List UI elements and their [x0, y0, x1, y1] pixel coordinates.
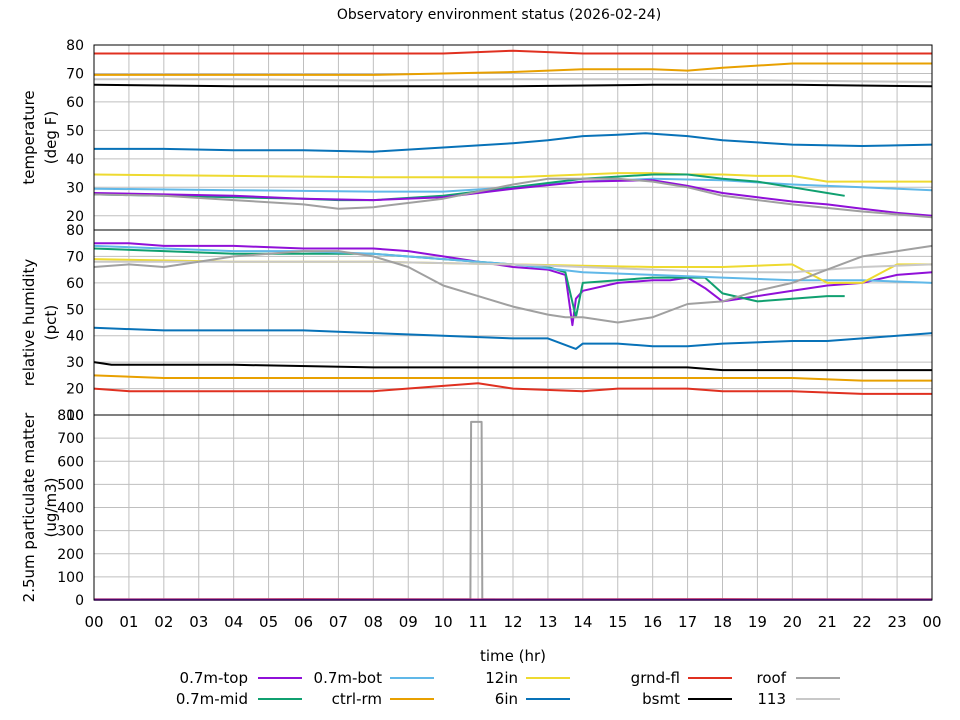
panel-3: 0 100 200 300 400 500 600 700 800 2.5um particula…	[20, 408, 933, 609]
y-tick-label: 800	[57, 408, 84, 424]
legend-label: bsmt	[642, 690, 680, 708]
chart-legend: 0.7m-top 0.7m-bot 12in grnd-fl roof 0.7m-mid c…	[176, 669, 840, 708]
y-tick-label: 30	[66, 355, 84, 371]
legend-label: 0.7m-mid	[176, 690, 248, 708]
x-tick-label: 00	[84, 613, 103, 631]
y-tick-label: 700	[57, 431, 84, 447]
x-tick-label: 18	[713, 613, 732, 631]
x-tick-label: 03	[189, 613, 208, 631]
y-axis-label: (deg F)	[42, 111, 60, 164]
x-tick-label: 06	[294, 613, 313, 631]
x-tick-label: 13	[538, 613, 557, 631]
x-tick-label: 23	[888, 613, 907, 631]
legend-label: ctrl-rm	[332, 690, 382, 708]
series-line-bsmt	[93, 83, 933, 88]
series-line-0-7m-top	[93, 179, 933, 217]
series-line-113	[94, 260, 933, 274]
y-tick-label: 300	[57, 524, 84, 540]
series-line-0-7m-mid	[93, 247, 845, 319]
x-tick-label: 00	[922, 613, 941, 631]
legend-label: 0.7m-top	[180, 669, 248, 687]
plot-frame	[93, 414, 933, 601]
series-line-ctrl-rm	[93, 374, 932, 382]
y-tick-label: 20	[66, 382, 84, 398]
x-tick-label: 16	[643, 613, 662, 631]
series-line-bsmt	[93, 361, 932, 372]
x-tick-label: 04	[224, 613, 243, 631]
panel-2: 10 20 30 40 50 60 70 80 relative humidity (pct)	[20, 223, 933, 424]
y-tick-label: 500	[57, 477, 84, 493]
x-tick-label: 08	[364, 613, 383, 631]
legend-label: 0.7m-bot	[314, 669, 383, 687]
x-tick-label: 02	[154, 613, 173, 631]
series-line-grnd-fl	[93, 382, 932, 395]
series-line-12in	[93, 172, 932, 183]
y-tick-label: 100	[57, 570, 84, 586]
x-tick-label: 15	[608, 613, 627, 631]
x-tick-label: 19	[748, 613, 767, 631]
x-tick-label: 05	[259, 613, 278, 631]
panel-1: 20 30 40 50 60 70 80 temperature (deg F)	[20, 38, 933, 231]
y-tick-label: 30	[66, 180, 84, 196]
chart-panels: 20 30 40 50 60 70 80 temperature (deg F) 10 20 30 40…	[20, 38, 942, 631]
y-tick-label: 60	[66, 95, 84, 111]
chart-title: Observatory environment status (2026-02-…	[337, 7, 661, 23]
y-tick-label: 40	[66, 152, 84, 168]
x-tick-label: 22	[853, 613, 872, 631]
legend-label: 113	[757, 690, 786, 708]
y-tick-label: 50	[66, 123, 84, 139]
x-tick-label: 17	[678, 613, 697, 631]
series-line-roof	[93, 244, 933, 324]
y-axis-label: (pct)	[42, 305, 60, 340]
series-line-6in	[93, 326, 933, 350]
x-tick-label: 21	[818, 613, 837, 631]
x-tick-label: 09	[399, 613, 418, 631]
legend-label: 6in	[495, 690, 518, 708]
y-tick-label: 80	[66, 38, 84, 54]
y-axis-label: (ug/m3)	[42, 478, 60, 538]
series-line-grnd-fl	[94, 49, 932, 55]
y-tick-label: 600	[57, 454, 84, 470]
y-tick-label: 80	[66, 223, 84, 239]
x-tick-label: 07	[329, 613, 348, 631]
y-tick-label: 10	[66, 408, 84, 424]
y-tick-label: 400	[57, 501, 84, 517]
x-tick-label: 11	[469, 613, 488, 631]
x-axis-label: time (hr)	[480, 647, 546, 665]
y-tick-label: 0	[75, 593, 84, 609]
legend-label: grnd-fl	[631, 669, 680, 687]
series-line-roof	[93, 177, 933, 219]
y-tick-label: 40	[66, 329, 84, 345]
y-tick-label: 20	[66, 209, 84, 225]
legend-label: roof	[757, 669, 787, 687]
y-tick-label: 70	[66, 249, 84, 265]
series-line-0-7m-top	[94, 242, 933, 327]
y-tick-label: 200	[57, 547, 84, 563]
y-tick-label: 60	[66, 276, 84, 292]
x-tick-label: 20	[783, 613, 802, 631]
y-tick-label: 70	[66, 66, 84, 82]
y-tick-label: 50	[66, 302, 84, 318]
y-axis-label: temperature	[20, 90, 38, 184]
x-tick-label: 14	[573, 613, 592, 631]
x-tick-label: 01	[119, 613, 138, 631]
series-line-ctrl-rm	[94, 62, 932, 76]
series-line-113	[94, 78, 933, 83]
legend-label: 12in	[485, 669, 518, 687]
x-tick-label: 12	[503, 613, 522, 631]
y-axis-label: 2.5um particulate matter	[20, 412, 38, 602]
series-line-6in	[94, 132, 933, 153]
y-axis-label: relative humidity	[20, 259, 38, 387]
x-tick-label: 10	[434, 613, 453, 631]
